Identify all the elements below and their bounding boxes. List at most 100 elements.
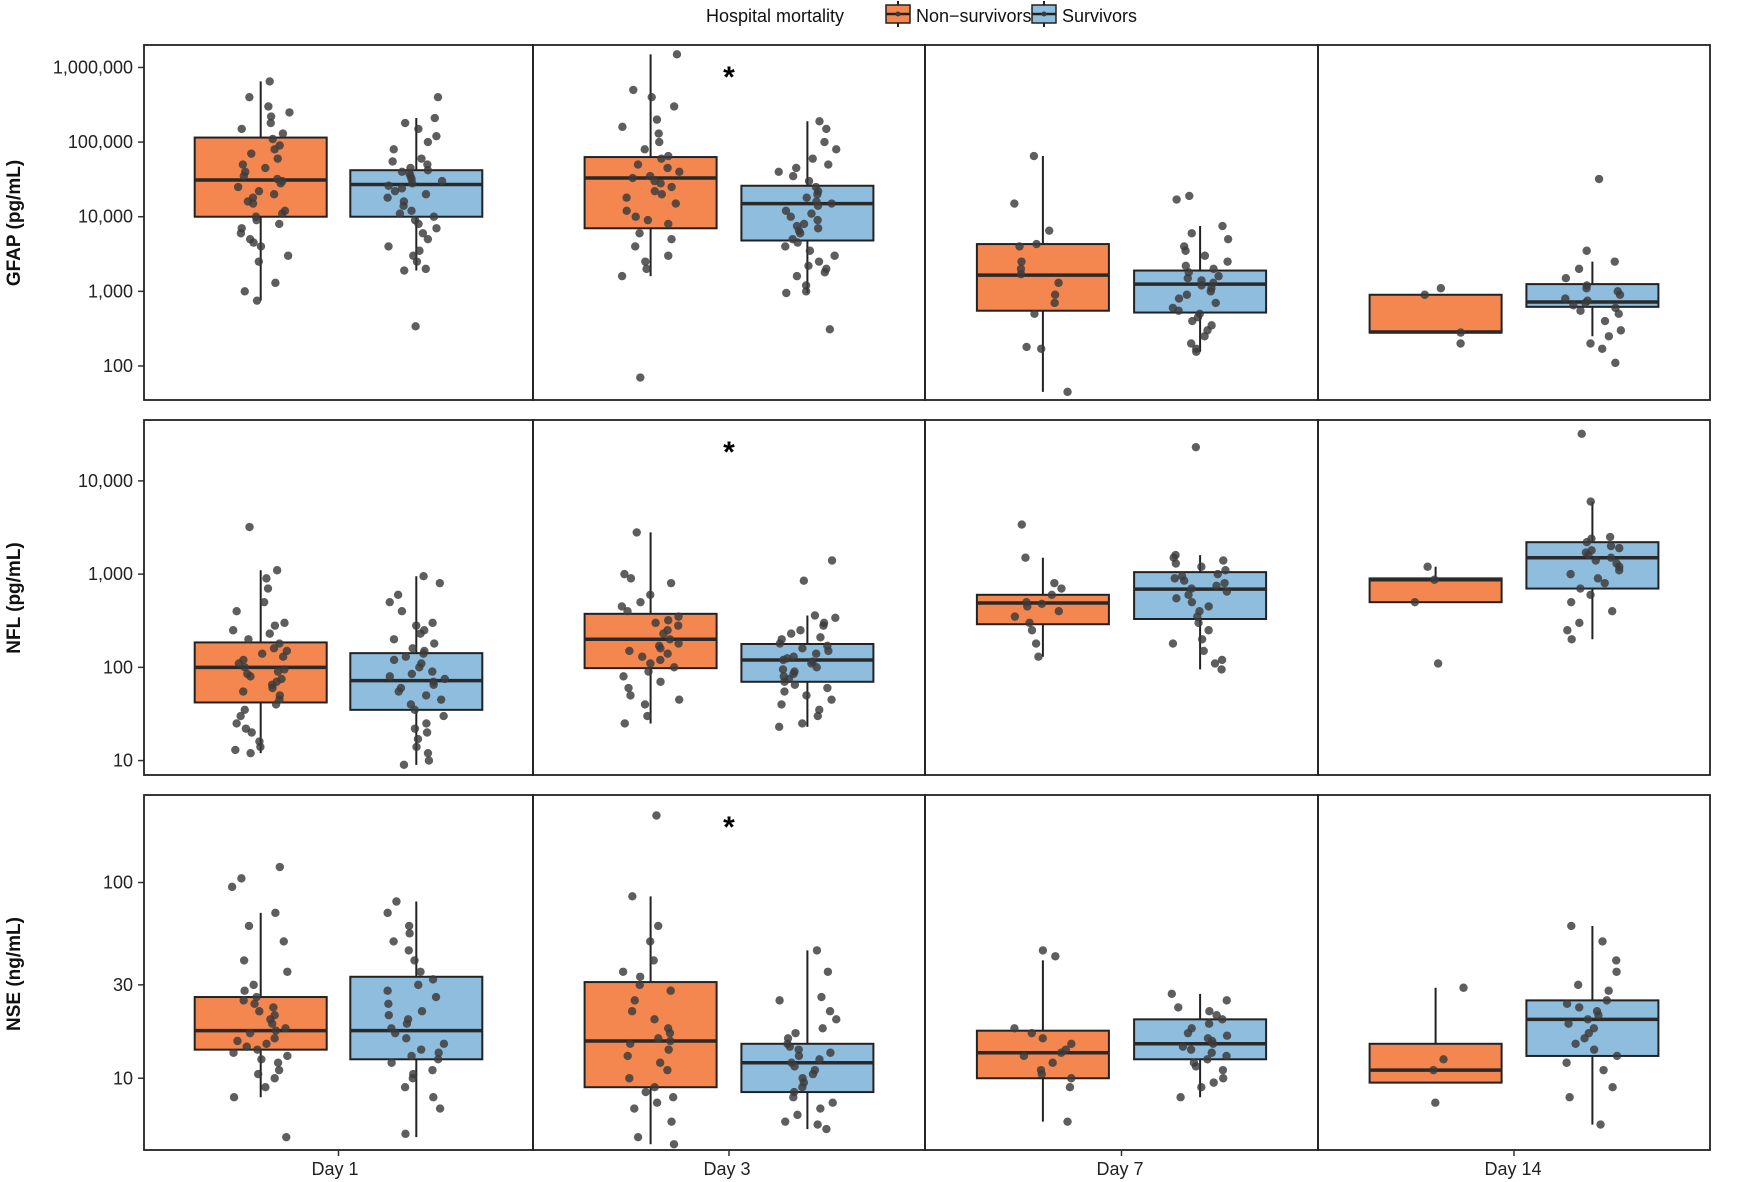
point-nfl-day-3-non-survivors — [620, 569, 629, 579]
point-gfap-day-1-survivors — [423, 137, 433, 147]
point-nfl-day-7-non-survivors — [1025, 618, 1034, 628]
point-nse-day-1-survivors — [383, 986, 392, 995]
point-nse-day-1-survivors — [392, 897, 401, 906]
point-gfap-day-14-survivors — [1581, 298, 1590, 308]
point-nse-day-1-survivors — [404, 921, 414, 931]
point-gfap-day-3-survivors — [804, 261, 813, 270]
point-nfl-day-1-survivors — [428, 618, 437, 628]
point-gfap-day-3-survivors — [824, 160, 833, 169]
point-gfap-day-1-survivors — [400, 266, 409, 275]
y-tick-label-nfl: 10 — [113, 751, 133, 771]
point-nfl-day-3-non-survivors — [620, 719, 629, 728]
point-gfap-day-1-survivors — [412, 257, 422, 266]
point-nse-day-3-non-survivors — [627, 1007, 637, 1016]
point-nse-day-3-survivors — [775, 996, 784, 1005]
point-gfap-day-3-survivors — [813, 224, 823, 233]
point-gfap-day-7-non-survivors — [1054, 278, 1063, 288]
point-nse-day-3-survivors — [790, 1062, 799, 1071]
point-nfl-day-3-non-survivors — [656, 677, 665, 686]
point-nfl-day-7-survivors — [1221, 566, 1230, 575]
point-gfap-day-3-survivors — [774, 167, 783, 176]
point-nfl-day-1-survivors — [416, 629, 425, 638]
point-gfap-day-3-non-survivors — [664, 251, 673, 260]
box-gfap-day-3-non-survivors — [583, 156, 718, 230]
point-nse-day-7-survivors — [1222, 1051, 1231, 1061]
point-nse-day-1-non-survivors — [268, 1019, 277, 1028]
point-nse-day-3-non-survivors — [669, 1140, 679, 1149]
y-tick-label-nfl: 100 — [103, 657, 133, 677]
point-gfap-day-1-non-survivors — [264, 102, 273, 111]
point-nfl-day-3-survivors — [798, 719, 807, 728]
point-nfl-day-14-survivors — [1615, 566, 1624, 575]
point-nse-day-14-survivors — [1567, 921, 1576, 931]
point-nse-day-3-survivors — [794, 1051, 804, 1061]
point-gfap-day-7-non-survivors — [1063, 387, 1072, 397]
point-gfap-day-1-non-survivors — [270, 145, 279, 154]
point-nse-day-7-survivors — [1219, 1074, 1228, 1083]
point-nfl-day-3-non-survivors — [646, 659, 655, 668]
point-nfl-day-3-survivors — [813, 711, 822, 721]
point-nse-day-3-survivors — [832, 1015, 841, 1024]
point-nfl-day-3-survivors — [819, 621, 828, 630]
point-nse-day-7-non-survivors — [1067, 1074, 1076, 1083]
y-tick-label-gfap: 10,000 — [78, 207, 133, 227]
point-nse-day-1-non-survivors — [237, 874, 246, 883]
point-nse-day-3-non-survivors — [650, 1083, 659, 1092]
point-gfap-day-7-survivors — [1183, 274, 1192, 283]
point-gfap-day-1-non-survivors — [252, 296, 262, 305]
point-gfap-day-1-non-survivors — [265, 77, 274, 86]
point-nfl-day-1-non-survivors — [228, 626, 238, 635]
point-gfap-day-7-non-survivors — [1045, 226, 1054, 235]
point-nse-day-7-survivors — [1178, 1042, 1188, 1051]
point-nse-day-7-survivors — [1174, 1003, 1183, 1012]
point-nse-day-1-non-survivors — [240, 986, 249, 995]
point-gfap-day-1-non-survivors — [233, 182, 243, 192]
point-nse-day-1-non-survivors — [250, 999, 259, 1009]
point-nfl-day-14-survivors — [1606, 553, 1616, 562]
chart-marks: 100 1,000 10,000 100,000 1,000,000 * 10 100 1,00… — [53, 44, 1711, 1156]
point-gfap-day-1-non-survivors — [252, 215, 261, 225]
point-gfap-day-3-survivors — [802, 193, 811, 202]
point-nse-day-14-survivors — [1602, 996, 1612, 1005]
point-nfl-day-3-non-survivors — [651, 618, 660, 628]
point-nfl-day-1-non-survivors — [256, 742, 265, 752]
point-nse-day-1-non-survivors — [229, 1048, 238, 1057]
point-gfap-day-1-survivors — [384, 181, 393, 190]
point-nse-day-7-survivors — [1183, 1028, 1193, 1038]
point-nfl-day-14-survivors — [1607, 607, 1617, 616]
point-nse-day-14-survivors — [1594, 1010, 1603, 1020]
point-nfl-day-14-survivors — [1615, 543, 1624, 553]
point-nse-day-1-survivors — [402, 1034, 411, 1043]
point-nfl-day-7-survivors — [1187, 597, 1197, 607]
point-gfap-day-14-non-survivors — [1420, 290, 1429, 299]
point-gfap-day-7-non-survivors — [1022, 342, 1031, 352]
point-gfap-day-3-non-survivors — [628, 173, 637, 183]
point-gfap-day-3-non-survivors — [663, 163, 672, 173]
point-nfl-day-1-survivors — [401, 652, 411, 661]
point-gfap-day-7-survivors — [1172, 195, 1181, 204]
point-nse-day-14-survivors — [1580, 1034, 1589, 1043]
point-gfap-day-1-non-survivors — [283, 251, 293, 260]
point-nfl-day-3-non-survivors — [666, 578, 676, 588]
point-nfl-day-1-non-survivors — [240, 663, 249, 672]
point-nse-day-3-survivors — [823, 967, 833, 976]
point-gfap-day-14-non-survivors — [1456, 339, 1465, 348]
y-tick-label-nfl: 1,000 — [88, 564, 133, 584]
point-gfap-day-3-survivors — [792, 163, 801, 173]
point-nse-day-14-survivors — [1608, 1083, 1617, 1092]
point-gfap-day-3-non-survivors — [654, 129, 663, 138]
point-nfl-day-1-survivors — [424, 756, 434, 765]
point-gfap-day-1-survivors — [384, 242, 393, 251]
point-nse-day-1-survivors — [404, 946, 413, 955]
point-gfap-day-3-survivors — [807, 209, 816, 218]
point-gfap-day-1-survivors — [433, 92, 443, 102]
point-gfap-day-1-survivors — [417, 154, 426, 163]
point-nfl-day-1-survivors — [415, 663, 424, 672]
point-gfap-day-14-survivors — [1576, 306, 1585, 315]
point-nfl-day-1-non-survivors — [247, 728, 256, 737]
point-gfap-day-1-survivors — [399, 201, 408, 211]
point-nse-day-7-non-survivors — [1038, 946, 1048, 955]
point-gfap-day-7-survivors — [1200, 332, 1209, 341]
point-nfl-day-3-non-survivors — [646, 590, 655, 599]
point-nse-day-3-non-survivors — [654, 1034, 663, 1043]
